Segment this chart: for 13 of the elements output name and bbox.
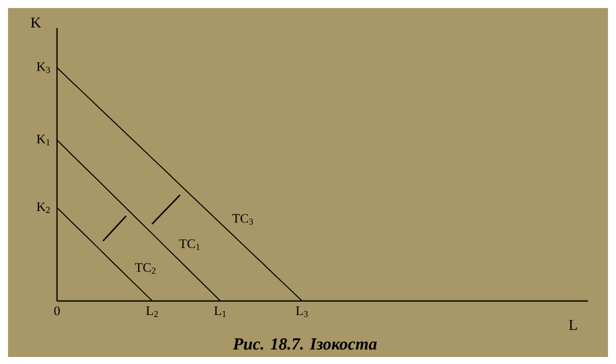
- text: K$_{3}$: [36, 62, 50, 73]
- text: Рис. 18.7. Ізокоста: [232, 338, 377, 350]
- x-tick-label: L$_{2}$: [146, 306, 158, 317]
- x-tick-label: 0: [54, 306, 60, 316]
- x-tick-label: L$_{3}$: [296, 306, 308, 318]
- series-label: TC$_{2}$: [135, 263, 156, 274]
- series-label: TC$_{1}$: [179, 239, 200, 250]
- x-axis-title: L: [568, 320, 577, 330]
- series-label: TC$_{3}$: [232, 214, 253, 225]
- y-axis-title: K: [30, 18, 42, 28]
- text: K$_{1}$: [36, 134, 50, 146]
- text: K$_{2}$: [36, 202, 50, 213]
- x-tick-label: L$_{1}$: [214, 306, 226, 317]
